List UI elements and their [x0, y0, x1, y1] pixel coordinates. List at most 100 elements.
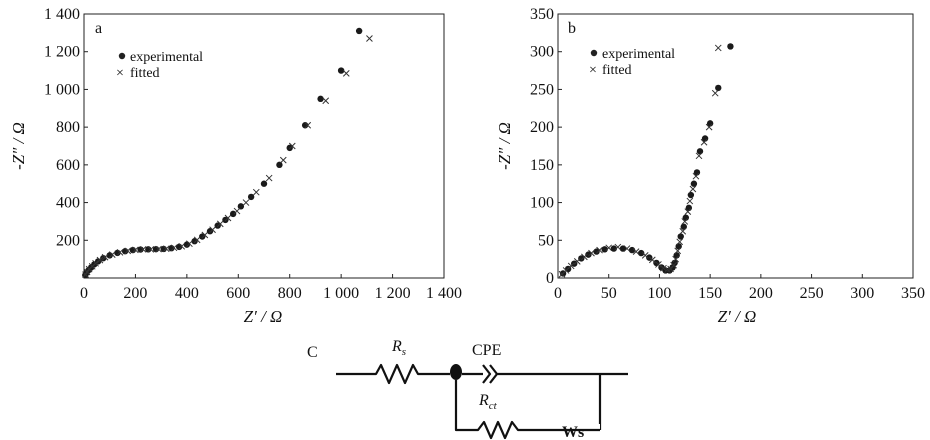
rs-resistor: [336, 363, 450, 385]
x-tick-label: 100: [647, 285, 671, 302]
fitted-point: [588, 249, 595, 257]
fitted-point: [596, 246, 603, 254]
chart-b-x-ticks: 0 50 100 150 200 250 300 350: [554, 274, 925, 302]
x-tick-label: 1 400: [426, 285, 462, 302]
fitted-point: [700, 138, 708, 146]
experimental-point: [680, 223, 687, 230]
rct-label: Rct: [478, 392, 498, 412]
fitted-point: [193, 236, 201, 244]
chart-b-legend-fitted: fitted: [602, 63, 632, 78]
experimental-point: [696, 148, 704, 155]
fitted-point: [648, 256, 656, 264]
experimental-point: [214, 222, 221, 229]
fitted-point: [342, 70, 350, 77]
fitted-point: [641, 252, 649, 259]
fitted-point: [567, 262, 575, 270]
fitted-point: [581, 253, 588, 261]
experimental-point: [727, 43, 734, 50]
chart-b-legend-dot: [590, 49, 598, 57]
fitted-point: [674, 247, 682, 255]
experimental-point: [317, 95, 324, 103]
chart-b-panel-letter: b: [568, 20, 576, 37]
fitted-point: [695, 152, 703, 160]
chart-a-x-ticks: 0 200 400 600 800 1 000 1 200 1 400: [80, 274, 462, 302]
chart-b-frame: [557, 13, 914, 279]
experimental-point: [571, 260, 578, 267]
circuit-node: [450, 364, 462, 380]
x-tick-label: 400: [175, 285, 199, 302]
fitted-point: [242, 199, 250, 206]
x-tick-label: 0: [554, 285, 562, 302]
x-tick-label: 300: [850, 285, 874, 302]
fitted-point: [614, 243, 622, 251]
y-tick-label: 1 000: [44, 81, 80, 98]
experimental-point: [229, 210, 237, 218]
fitted-point: [366, 35, 373, 42]
cpe-element: [462, 364, 628, 384]
circuit-diagram: C Rs CPE Rct Ws: [307, 338, 628, 440]
fitted-point: [288, 142, 296, 150]
chart-a-frame: [83, 13, 445, 279]
chart-a-y-axis-label: -Z″ / Ω: [9, 122, 28, 170]
experimental-point: [585, 251, 592, 258]
fitted-point: [304, 121, 312, 129]
x-tick-label: 1 000: [323, 285, 359, 302]
y-tick-label: 350: [530, 6, 554, 23]
y-tick-label: 150: [530, 157, 554, 174]
chart-b-x-axis-label: Z′ / Ω: [718, 307, 757, 326]
chart-b-legend-experimental: experimental: [602, 47, 675, 62]
fitted-point: [686, 197, 694, 205]
experimental-point: [578, 255, 585, 262]
fitted-point: [705, 123, 713, 131]
chart-a-points: [82, 27, 373, 279]
cpe-label: CPE: [472, 342, 501, 359]
warburg-label: Ws: [562, 424, 584, 440]
y-tick-label: 1 400: [44, 6, 80, 23]
y-tick-label: 800: [56, 119, 80, 136]
chart-a-legend-fitted: fitted: [130, 66, 160, 81]
y-tick-label: 400: [56, 195, 80, 212]
y-tick-label: 200: [530, 119, 554, 136]
chart-b-y-axis-label: -Z″ / Ω: [495, 122, 514, 170]
chart-a-legend-x-marker: ×: [116, 66, 124, 81]
fitted-point: [147, 245, 155, 253]
fitted-point: [108, 251, 116, 258]
experimental-point: [593, 248, 600, 255]
x-tick-label: 1 200: [375, 285, 411, 302]
fitted-point: [689, 185, 697, 193]
fitted-point: [573, 258, 581, 265]
fitted-point: [655, 261, 662, 268]
experimental-point: [690, 180, 698, 187]
chart-a-y-ticks: 200 400 600 800 1 000 1 200 1 400: [44, 6, 88, 249]
fitted-point: [714, 44, 722, 52]
fitted-point: [692, 172, 700, 180]
fitted-point: [670, 261, 677, 269]
experimental-point: [677, 233, 684, 240]
x-tick-label: 150: [698, 285, 722, 302]
fitted-point: [83, 268, 91, 276]
fitted-point: [132, 246, 139, 254]
experimental-point: [637, 249, 645, 257]
fitted-point: [209, 226, 216, 234]
x-tick-label: 50: [601, 285, 617, 302]
y-tick-label: 300: [530, 44, 554, 61]
fitted-point: [605, 244, 613, 252]
fitted-point: [233, 207, 241, 215]
parallel-branch: [454, 374, 602, 440]
fitted-point: [201, 231, 209, 239]
fitted-point: [252, 188, 260, 196]
y-tick-label: 0: [546, 270, 554, 287]
experimental-point: [355, 27, 363, 35]
chart-b-legend-x-marker: ×: [589, 63, 597, 78]
experimental-point: [337, 67, 345, 74]
fitted-point: [170, 244, 178, 252]
fitted-point: [92, 259, 99, 267]
chart-a-legend-experimental: experimental: [130, 50, 203, 65]
rs-label: Rs: [391, 338, 406, 358]
x-tick-label: 0: [80, 285, 88, 302]
x-tick-label: 200: [749, 285, 773, 302]
x-tick-label: 250: [800, 285, 824, 302]
fitted-point: [679, 227, 687, 235]
chart-a-x-axis-label: Z′ / Ω: [244, 307, 283, 326]
fitted-point: [101, 253, 109, 261]
